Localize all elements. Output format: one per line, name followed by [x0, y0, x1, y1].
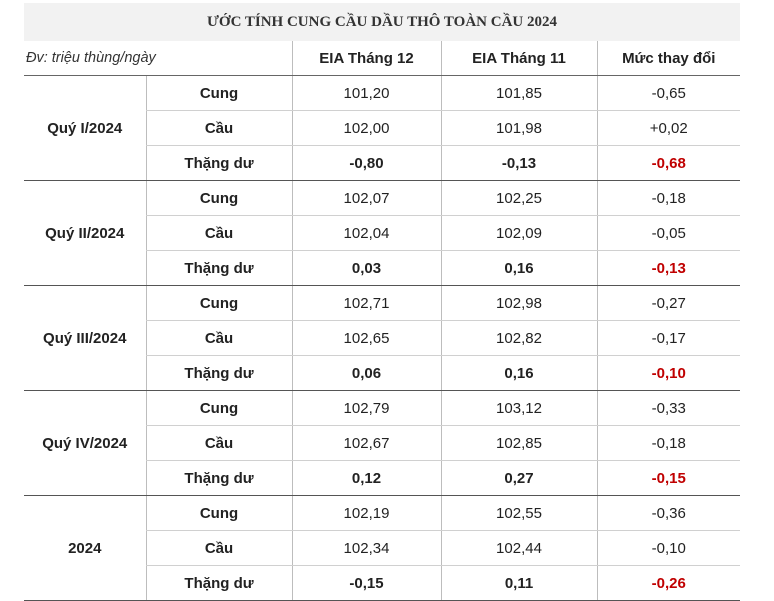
- row-label: Thặng dư: [145, 145, 292, 181]
- row-label: Cung: [145, 390, 292, 426]
- period-label: Quý I/2024: [24, 75, 146, 181]
- value-dec: 102,04: [291, 215, 441, 251]
- table-row: Quý II/2024 Cung 102,07 102,25 -0,18: [24, 180, 740, 286]
- table-row: Cầu 102,67 102,85 -0,18: [24, 425, 740, 461]
- period-label: Quý III/2024: [24, 285, 146, 391]
- value-dec: 102,65: [291, 320, 441, 356]
- value-dec: 102,71: [291, 285, 441, 321]
- value-nov: 102,09: [440, 215, 597, 251]
- row-label: Thặng dư: [145, 355, 292, 391]
- value-nov: 0,16: [440, 355, 597, 391]
- value-dec: 102,07: [291, 180, 441, 216]
- row-label: Thặng dư: [145, 250, 292, 286]
- unit-label: Đv: triệu thùng/ngày: [24, 41, 292, 76]
- value-dec: 102,00: [291, 110, 441, 146]
- value-change: -0,33: [596, 390, 740, 426]
- row-label: Cung: [145, 75, 292, 111]
- value-change: -0,18: [596, 180, 740, 216]
- period-label: 2024: [24, 495, 146, 601]
- page: ƯỚC TÍNH CUNG CẦU DẦU THÔ TOÀN CẦU 2024 …: [24, 3, 740, 601]
- value-change: -0,18: [596, 425, 740, 461]
- table-title: ƯỚC TÍNH CUNG CẦU DẦU THÔ TOÀN CẦU 2024: [24, 3, 740, 41]
- table-row: Quý III/2024 Cung 102,71 102,98 -0,27: [24, 285, 740, 391]
- supply-demand-table: Đv: triệu thùng/ngày EIA Tháng 12 EIA Th…: [24, 41, 740, 601]
- value-change: -0,65: [596, 75, 740, 111]
- table-row: Thặng dư -0,80 -0,13 -0,68: [24, 145, 740, 181]
- value-nov: 102,98: [440, 285, 597, 321]
- value-change: -0,13: [596, 250, 740, 286]
- value-nov: 101,98: [440, 110, 597, 146]
- table-row: Cầu 102,00 101,98 +0,02: [24, 110, 740, 146]
- value-nov: 101,85: [440, 75, 597, 111]
- value-change: -0,68: [596, 145, 740, 181]
- value-nov: 0,11: [440, 565, 597, 601]
- table-row: Quý IV/2024 Cung 102,79 103,12 -0,33: [24, 390, 740, 496]
- value-dec: 0,12: [291, 460, 441, 496]
- value-nov: 102,82: [440, 320, 597, 356]
- value-nov: -0,13: [440, 145, 597, 181]
- value-nov: 0,27: [440, 460, 597, 496]
- table-row: Quý I/2024 Cung 101,20 101,85 -0,65: [24, 75, 740, 181]
- row-label: Cầu: [145, 215, 292, 251]
- value-dec: 102,34: [291, 530, 441, 566]
- value-change: -0,17: [596, 320, 740, 356]
- value-change: -0,15: [596, 460, 740, 496]
- row-label: Cầu: [145, 110, 292, 146]
- value-dec: 0,03: [291, 250, 441, 286]
- value-change: -0,36: [596, 495, 740, 531]
- row-label: Cầu: [145, 425, 292, 461]
- value-dec: 101,20: [291, 75, 441, 111]
- value-nov: 102,44: [440, 530, 597, 566]
- value-change: -0,27: [596, 285, 740, 321]
- header-eia-nov: EIA Tháng 11: [440, 41, 597, 76]
- table-row: Cầu 102,34 102,44 -0,10: [24, 530, 740, 566]
- row-label: Thặng dư: [145, 565, 292, 601]
- header-change: Mức thay đổi: [596, 41, 740, 76]
- header-eia-dec: EIA Tháng 12: [291, 41, 441, 76]
- row-label: Cầu: [145, 530, 292, 566]
- value-nov: 102,55: [440, 495, 597, 531]
- table-body: Quý I/2024 Cung 101,20 101,85 -0,65 Cầu …: [24, 75, 740, 601]
- value-dec: 102,67: [291, 425, 441, 461]
- table-row: Thặng dư 0,06 0,16 -0,10: [24, 355, 740, 391]
- row-label: Cung: [145, 180, 292, 216]
- value-dec: 102,19: [291, 495, 441, 531]
- value-change: -0,05: [596, 215, 740, 251]
- table-row: Thặng dư 0,12 0,27 -0,15: [24, 460, 740, 496]
- value-change: +0,02: [596, 110, 740, 146]
- row-label: Cung: [145, 495, 292, 531]
- period-label: Quý IV/2024: [24, 390, 146, 496]
- table-row: Thặng dư 0,03 0,16 -0,13: [24, 250, 740, 286]
- value-nov: 103,12: [440, 390, 597, 426]
- value-change: -0,26: [596, 565, 740, 601]
- value-nov: 0,16: [440, 250, 597, 286]
- value-nov: 102,25: [440, 180, 597, 216]
- value-dec: 0,06: [291, 355, 441, 391]
- period-label: Quý II/2024: [24, 180, 146, 286]
- row-label: Thặng dư: [145, 460, 292, 496]
- row-label: Cung: [145, 285, 292, 321]
- value-dec: 102,79: [291, 390, 441, 426]
- value-dec: -0,15: [291, 565, 441, 601]
- table-row: 2024 Cung 102,19 102,55 -0,36: [24, 495, 740, 601]
- table-row: Cầu 102,65 102,82 -0,17: [24, 320, 740, 356]
- row-label: Cầu: [145, 320, 292, 356]
- header-row: Đv: triệu thùng/ngày EIA Tháng 12 EIA Th…: [24, 41, 740, 76]
- value-change: -0,10: [596, 355, 740, 391]
- table-row: Cầu 102,04 102,09 -0,05: [24, 215, 740, 251]
- value-dec: -0,80: [291, 145, 441, 181]
- value-change: -0,10: [596, 530, 740, 566]
- value-nov: 102,85: [440, 425, 597, 461]
